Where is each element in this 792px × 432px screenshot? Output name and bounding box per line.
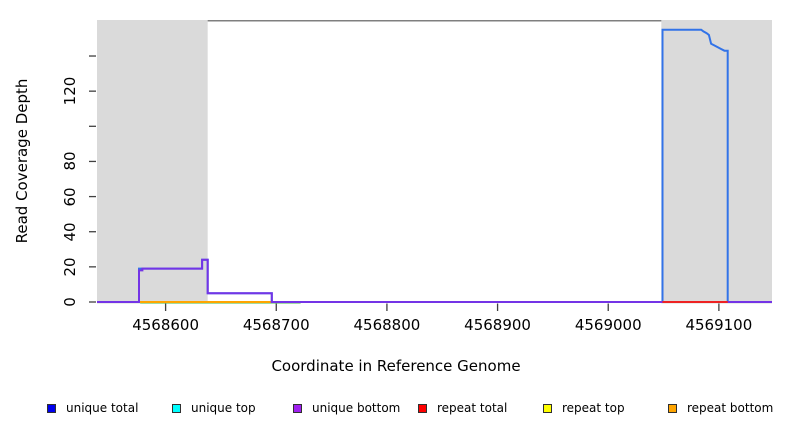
legend-swatch-icon bbox=[47, 403, 56, 413]
y-tick-label: 20 bbox=[61, 257, 79, 277]
legend-label: unique total bbox=[66, 401, 139, 415]
legend: unique total unique top unique bottom repea… bbox=[0, 398, 792, 422]
legend-item-repeat-total: repeat total bbox=[418, 398, 507, 418]
x-tick-label: 4569100 bbox=[685, 316, 753, 334]
y-tick-label: 120 bbox=[61, 76, 79, 106]
y-tick-label: 60 bbox=[61, 187, 79, 207]
legend-swatch-icon bbox=[293, 403, 302, 413]
left-flank-region bbox=[97, 20, 208, 304]
x-tick-label: 4568600 bbox=[132, 316, 199, 334]
legend-swatch-icon bbox=[668, 403, 677, 413]
right-flank-region bbox=[661, 20, 772, 304]
legend-item-unique-top: unique top bbox=[172, 398, 256, 418]
legend-swatch-icon bbox=[172, 403, 181, 413]
y-axis-title: Read Coverage Depth bbox=[13, 78, 31, 244]
legend-label: repeat total bbox=[437, 401, 508, 415]
y-tick-label: 80 bbox=[61, 151, 79, 171]
legend-item-unique-bottom: unique bottom bbox=[293, 398, 400, 418]
x-tick-label: 4569000 bbox=[574, 316, 642, 334]
legend-label: unique top bbox=[191, 401, 256, 415]
legend-item-repeat-top: repeat top bbox=[543, 398, 625, 418]
legend-swatch-icon bbox=[543, 403, 552, 413]
legend-label: repeat top bbox=[562, 401, 625, 415]
legend-item-unique-total: unique total bbox=[47, 398, 138, 418]
series-unique-bottom bbox=[97, 258, 772, 303]
legend-label: repeat bottom bbox=[687, 401, 774, 415]
x-tick-label: 4568800 bbox=[353, 316, 421, 334]
y-tick-label: 0 bbox=[61, 297, 79, 307]
x-tick-label: 4568900 bbox=[464, 316, 531, 334]
legend-label: unique bottom bbox=[312, 401, 401, 415]
x-axis-title: Coordinate in Reference Genome bbox=[271, 357, 521, 375]
legend-item-repeat-bottom: repeat bottom bbox=[668, 398, 773, 418]
x-tick-label: 4568700 bbox=[242, 316, 310, 334]
y-tick-label: 40 bbox=[61, 222, 79, 242]
legend-swatch-icon bbox=[418, 403, 427, 413]
